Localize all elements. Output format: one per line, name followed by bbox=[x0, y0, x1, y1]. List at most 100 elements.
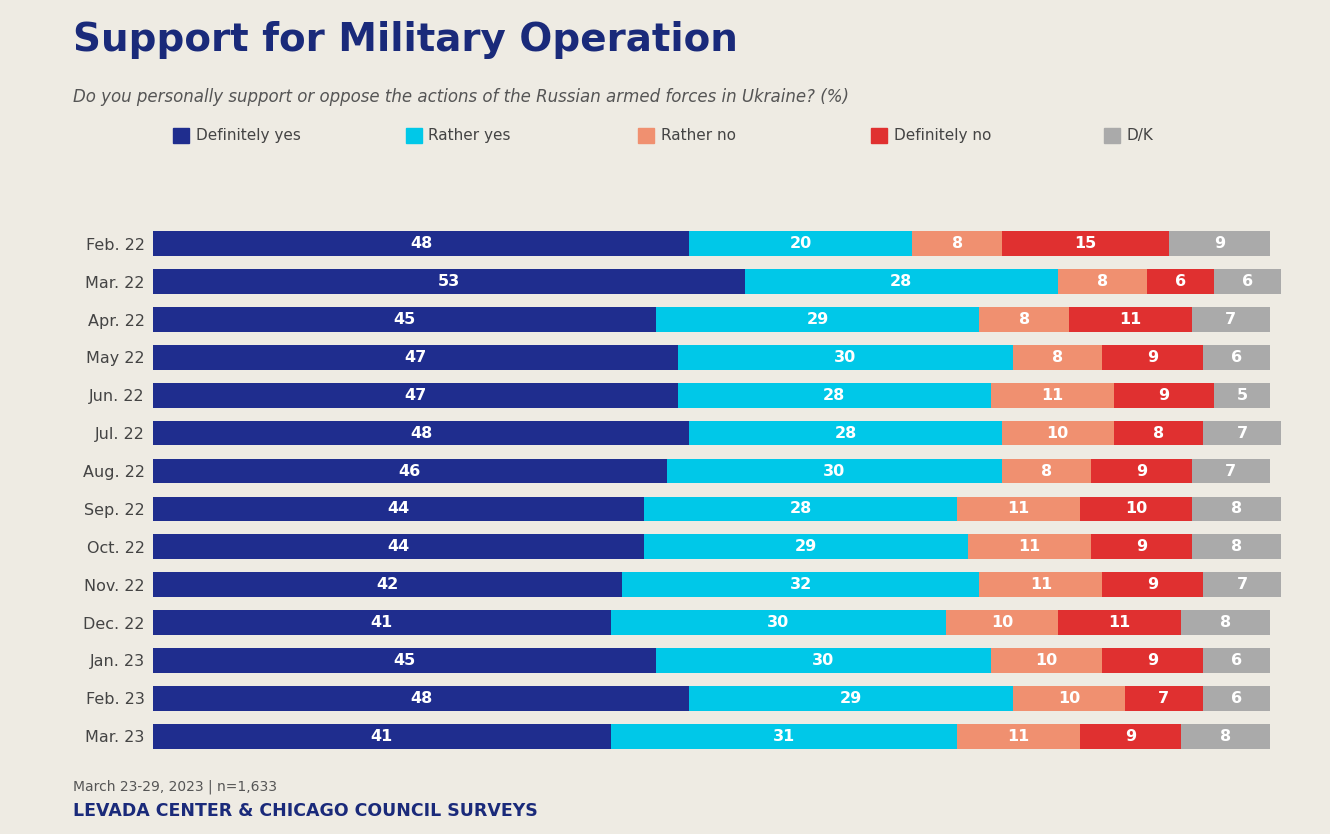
Text: 9: 9 bbox=[1146, 577, 1158, 592]
Text: 28: 28 bbox=[790, 501, 811, 516]
Bar bbox=[153, 307, 656, 332]
Text: 8: 8 bbox=[1153, 425, 1164, 440]
Bar bbox=[1202, 572, 1281, 597]
Text: Support for Military Operation: Support for Military Operation bbox=[73, 21, 738, 59]
Text: LEVADA CENTER & CHICAGO COUNCIL SURVEYS: LEVADA CENTER & CHICAGO COUNCIL SURVEYS bbox=[73, 802, 537, 821]
Bar bbox=[1214, 383, 1270, 408]
Bar bbox=[153, 231, 689, 256]
Text: 6: 6 bbox=[1230, 350, 1242, 365]
Bar bbox=[622, 572, 979, 597]
Bar bbox=[1202, 345, 1270, 369]
Bar bbox=[1202, 686, 1270, 711]
Bar bbox=[689, 686, 1013, 711]
Text: Rather yes: Rather yes bbox=[428, 128, 511, 143]
Text: 11: 11 bbox=[1007, 501, 1029, 516]
Bar bbox=[1214, 269, 1281, 294]
Text: 29: 29 bbox=[841, 691, 862, 706]
Bar bbox=[1146, 269, 1214, 294]
Bar bbox=[1091, 459, 1192, 484]
Bar bbox=[153, 535, 645, 559]
Text: Definitely no: Definitely no bbox=[894, 128, 991, 143]
Bar bbox=[666, 459, 1001, 484]
Text: 8: 8 bbox=[1097, 274, 1108, 289]
Text: 48: 48 bbox=[410, 691, 432, 706]
Text: 53: 53 bbox=[438, 274, 460, 289]
Bar bbox=[1113, 383, 1214, 408]
Text: 7: 7 bbox=[1158, 691, 1169, 706]
Text: 29: 29 bbox=[795, 540, 818, 555]
Text: 45: 45 bbox=[394, 653, 415, 668]
Text: 9: 9 bbox=[1125, 729, 1136, 744]
Bar bbox=[645, 496, 958, 521]
Bar bbox=[678, 345, 1013, 369]
Bar bbox=[1192, 459, 1270, 484]
Text: 8: 8 bbox=[1041, 464, 1052, 479]
Text: 48: 48 bbox=[410, 236, 432, 251]
Bar bbox=[645, 535, 968, 559]
Text: March 23-29, 2023 | n=1,633: March 23-29, 2023 | n=1,633 bbox=[73, 780, 277, 794]
Bar bbox=[745, 269, 1057, 294]
Text: 9: 9 bbox=[1158, 388, 1169, 403]
Bar bbox=[153, 459, 666, 484]
Bar bbox=[1103, 572, 1202, 597]
Bar bbox=[912, 231, 1001, 256]
Text: 10: 10 bbox=[1125, 501, 1146, 516]
Text: 29: 29 bbox=[806, 312, 829, 327]
Text: 20: 20 bbox=[790, 236, 811, 251]
Text: 8: 8 bbox=[1220, 615, 1230, 630]
Text: 45: 45 bbox=[394, 312, 415, 327]
Bar bbox=[1057, 269, 1146, 294]
Text: 44: 44 bbox=[387, 540, 410, 555]
Bar bbox=[1013, 345, 1103, 369]
Text: 42: 42 bbox=[376, 577, 399, 592]
Bar bbox=[1169, 231, 1270, 256]
Text: 6: 6 bbox=[1230, 653, 1242, 668]
Text: 7: 7 bbox=[1237, 577, 1248, 592]
Bar bbox=[610, 610, 946, 635]
Text: Definitely yes: Definitely yes bbox=[196, 128, 301, 143]
Bar bbox=[1080, 724, 1181, 749]
Text: 11: 11 bbox=[1007, 729, 1029, 744]
Bar bbox=[610, 724, 958, 749]
Text: 46: 46 bbox=[399, 464, 422, 479]
Text: 9: 9 bbox=[1146, 653, 1158, 668]
Bar bbox=[1080, 496, 1192, 521]
Text: Rather no: Rather no bbox=[661, 128, 735, 143]
Text: 47: 47 bbox=[404, 388, 427, 403]
Bar bbox=[1103, 345, 1202, 369]
Bar bbox=[1103, 648, 1202, 673]
Text: 30: 30 bbox=[834, 350, 857, 365]
Text: 6: 6 bbox=[1230, 691, 1242, 706]
Text: 32: 32 bbox=[790, 577, 811, 592]
Bar bbox=[153, 421, 689, 445]
Text: 30: 30 bbox=[813, 653, 834, 668]
Bar bbox=[153, 610, 610, 635]
Text: 44: 44 bbox=[387, 501, 410, 516]
Text: 28: 28 bbox=[823, 388, 846, 403]
Bar bbox=[1125, 686, 1202, 711]
Text: Do you personally support or oppose the actions of the Russian armed forces in U: Do you personally support or oppose the … bbox=[73, 88, 849, 106]
Text: 8: 8 bbox=[1220, 729, 1230, 744]
Bar bbox=[1001, 421, 1113, 445]
Text: 8: 8 bbox=[951, 236, 963, 251]
Bar bbox=[1181, 610, 1270, 635]
Text: 9: 9 bbox=[1214, 236, 1225, 251]
Text: 41: 41 bbox=[371, 615, 394, 630]
Bar bbox=[991, 383, 1113, 408]
Bar bbox=[656, 307, 979, 332]
Bar bbox=[153, 724, 610, 749]
Text: 5: 5 bbox=[1237, 388, 1248, 403]
Text: 8: 8 bbox=[1019, 312, 1029, 327]
Bar bbox=[153, 572, 622, 597]
Text: 9: 9 bbox=[1136, 464, 1146, 479]
Bar bbox=[979, 572, 1103, 597]
Text: 48: 48 bbox=[410, 425, 432, 440]
Bar bbox=[1192, 535, 1281, 559]
Bar bbox=[1192, 496, 1281, 521]
Text: 8: 8 bbox=[1052, 350, 1063, 365]
Bar bbox=[153, 345, 678, 369]
Text: 7: 7 bbox=[1225, 312, 1237, 327]
Bar bbox=[979, 307, 1069, 332]
Text: 10: 10 bbox=[1035, 653, 1057, 668]
Bar bbox=[1113, 421, 1202, 445]
